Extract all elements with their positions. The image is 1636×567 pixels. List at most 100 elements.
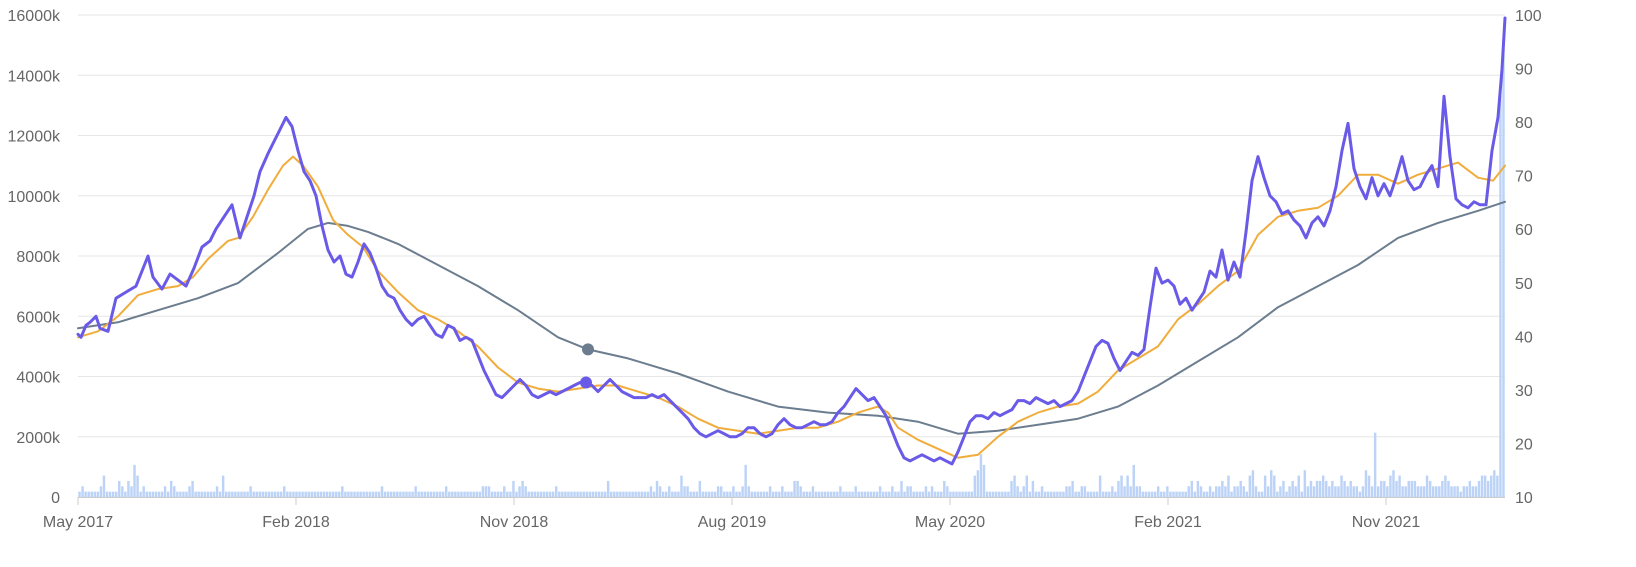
volume-bar — [429, 491, 433, 497]
volume-bar — [594, 491, 598, 497]
volume-bar — [151, 491, 155, 497]
y-right-tick-label: 80 — [1515, 115, 1533, 132]
volume-bar — [1160, 491, 1163, 497]
volume-bar — [374, 491, 378, 497]
volume-bar — [695, 491, 698, 497]
volume-bar — [441, 491, 445, 497]
volume-bar — [417, 491, 420, 497]
volume-bar — [1404, 486, 1407, 497]
volume-bar — [784, 491, 787, 497]
volume-bar — [1398, 475, 1401, 497]
volume-bar — [719, 486, 723, 497]
y-right-tick-label: 20 — [1515, 436, 1533, 453]
y-left-tick-label: 12000k — [8, 129, 61, 146]
volume-bar — [661, 491, 665, 497]
volume-bar — [237, 491, 240, 497]
volume-bar — [677, 491, 680, 497]
volume-bar — [1117, 480, 1120, 497]
volume-bar — [1065, 486, 1068, 497]
volume-bar — [310, 491, 313, 497]
volume-bar — [286, 491, 289, 497]
volume-bar — [1263, 475, 1267, 497]
volume-bar — [836, 491, 839, 497]
volume-bar — [176, 491, 179, 497]
volume-bar — [1184, 491, 1187, 497]
y-right-tick-label: 40 — [1515, 329, 1533, 346]
volume-bar — [1480, 475, 1484, 497]
volume-bar — [1062, 491, 1065, 497]
y-right-tick-label: 10 — [1515, 490, 1533, 507]
volume-bar — [322, 491, 326, 497]
volume-bar — [689, 491, 692, 497]
volume-bar — [301, 491, 304, 497]
volume-bar — [1034, 491, 1038, 497]
volume-bar — [723, 491, 726, 497]
volume-bar — [707, 491, 711, 497]
volume-bar — [1367, 475, 1371, 497]
volume-bar — [1453, 486, 1456, 497]
volume-bar — [585, 491, 588, 497]
volume-bar — [915, 491, 919, 497]
volume-bar — [1358, 491, 1362, 497]
volume-bar — [1089, 491, 1093, 497]
volume-bar — [995, 491, 998, 497]
volume-bar — [81, 486, 84, 497]
volume-bar — [1456, 486, 1459, 497]
volume-bar — [512, 480, 515, 497]
volume-bar — [1331, 480, 1334, 497]
volume-bar — [493, 491, 497, 497]
volume-bar — [658, 486, 662, 497]
volume-bar — [671, 491, 674, 497]
volume-bar — [331, 491, 335, 497]
price-hover-marker[interactable] — [580, 376, 592, 389]
volume-bar — [891, 486, 894, 497]
volume-bar — [1279, 486, 1282, 497]
volume-bar — [255, 491, 258, 497]
volume-bar — [496, 491, 500, 497]
volume-bar — [215, 486, 219, 497]
volume-bar — [267, 491, 271, 497]
volume-bar — [833, 491, 836, 497]
volume-bar — [747, 486, 750, 497]
volume-bar — [1349, 480, 1352, 497]
volume-bar — [551, 491, 555, 497]
volume-bar — [475, 491, 478, 497]
volume-bar — [451, 491, 454, 497]
volume-bar — [622, 491, 625, 497]
volume-bar — [1462, 486, 1465, 497]
volume-bar — [881, 491, 885, 497]
ma_long-hover-marker[interactable] — [582, 343, 594, 356]
volume-bar — [1031, 480, 1035, 497]
volume-bar — [713, 491, 717, 497]
y-right-tick-label: 70 — [1515, 169, 1533, 186]
volume-bar — [897, 491, 900, 497]
volume-bar — [530, 491, 533, 497]
volume-bar — [96, 491, 100, 497]
x-tick-label: May 2020 — [915, 514, 985, 531]
volume-bar — [1282, 480, 1285, 497]
volume-bar — [964, 491, 967, 497]
volume-bar — [1221, 480, 1224, 497]
volume-bar — [860, 491, 864, 497]
volume-bar — [1328, 486, 1331, 497]
volume-bar — [1383, 480, 1386, 497]
volume-bar — [402, 491, 405, 497]
volume-bar — [136, 475, 139, 497]
volume-bar — [927, 491, 931, 497]
volume-bar — [185, 491, 188, 497]
volume-bar — [1346, 486, 1349, 497]
volume-bar — [863, 491, 867, 497]
volume-bar — [212, 491, 216, 497]
volume-bar — [295, 491, 298, 497]
volume-bar — [600, 491, 604, 497]
volume-bar — [1270, 470, 1273, 497]
volume-bar — [142, 486, 145, 497]
volume-bar — [808, 491, 812, 497]
volume-bar — [444, 486, 448, 497]
volume-bar — [900, 480, 903, 497]
volume-bar — [1340, 475, 1343, 497]
volume-bar — [411, 491, 414, 497]
volume-bar — [536, 491, 540, 497]
volume-bar — [949, 491, 952, 497]
volume-bar — [362, 491, 365, 497]
